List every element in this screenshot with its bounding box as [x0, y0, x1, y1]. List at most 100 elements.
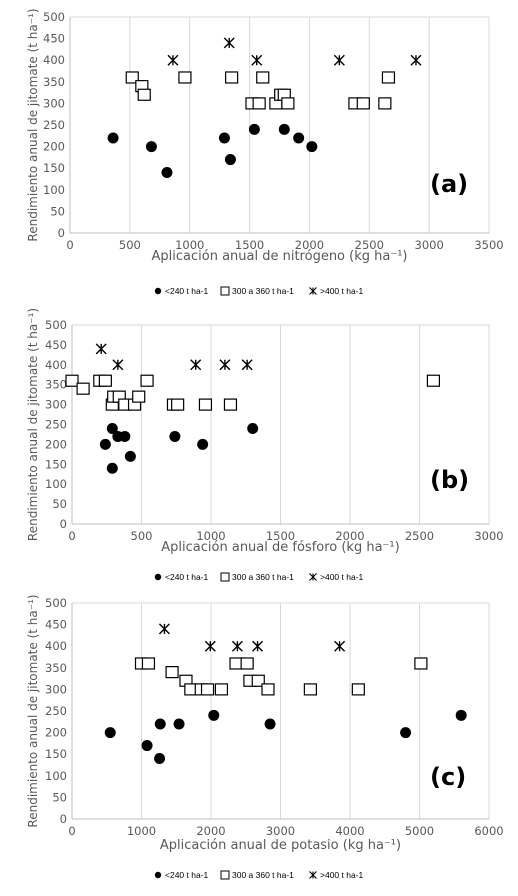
data-point [278, 123, 290, 135]
data-point [256, 71, 270, 84]
x-tick-label: 3000 [415, 238, 444, 252]
legend-label: <240 t ha-1 [165, 286, 209, 296]
x-tick-label: 1000 [127, 824, 156, 838]
x-tick-label: 0 [66, 238, 73, 252]
legend-label: >400 t ha-1 [320, 572, 364, 582]
series-0 [99, 422, 259, 474]
y-tick-label: 400 [45, 639, 67, 653]
x-tick-label: 1000 [175, 238, 204, 252]
data-point [264, 718, 276, 730]
x-axis-title: Aplicación anual de potasio (kg ha⁻¹) [160, 838, 401, 853]
legend-label: <240 t ha-1 [165, 572, 209, 582]
data-point [65, 374, 79, 387]
y-tick-label: 400 [45, 358, 67, 372]
data-point [218, 132, 230, 144]
data-point [171, 398, 185, 411]
data-point [251, 54, 263, 66]
series-0 [107, 123, 318, 179]
legend-marker [309, 871, 317, 879]
y-tick-label: 50 [50, 204, 65, 218]
data-point [198, 398, 213, 411]
x-tick-label: 2500 [355, 238, 384, 252]
data-point [251, 674, 265, 687]
legend-label: 300 a 360 t ha-1 [232, 870, 294, 880]
series-1 [125, 71, 396, 110]
data-point [261, 683, 275, 696]
data-point [455, 709, 467, 721]
x-tick-label: 2000 [295, 238, 324, 252]
y-tick-label: 350 [43, 75, 65, 89]
legend-marker [154, 287, 162, 295]
data-point [95, 343, 107, 355]
data-point [190, 359, 202, 371]
y-tick-label: 150 [45, 457, 67, 471]
data-point [141, 740, 153, 752]
data-point [225, 71, 239, 84]
y-tick-label: 0 [60, 812, 67, 826]
series-2 [95, 343, 253, 371]
data-point [229, 657, 243, 670]
chart-panel-c: 0 50 100 150 200 250 300 350 400 450 500 0 1000 2000 3… [0, 588, 518, 896]
data-point [414, 657, 428, 670]
data-point [356, 97, 370, 110]
panel-label: (b) [430, 466, 469, 494]
legend-label: <240 t ha-1 [165, 870, 209, 880]
x-tick-label: 0 [68, 529, 75, 543]
data-point [208, 709, 220, 721]
y-tick-label: 200 [43, 140, 65, 154]
data-point [400, 727, 412, 739]
data-point [178, 71, 192, 84]
y-tick-label: 0 [58, 226, 65, 240]
data-point [306, 141, 318, 153]
y-tick-label: 50 [52, 790, 67, 804]
data-point [112, 359, 124, 371]
data-point [154, 753, 166, 765]
y-tick-label: 250 [45, 418, 67, 432]
series-0 [104, 709, 467, 765]
data-point [107, 132, 119, 144]
y-tick-label: 200 [45, 437, 67, 451]
data-point [154, 718, 166, 730]
data-point [241, 359, 253, 371]
data-point [381, 71, 396, 84]
data-point [223, 37, 235, 49]
scatter-chart-phosphorus: 0 50 100 150 200 250 300 350 400 450 500 0 500 1000 15… [26, 308, 504, 582]
x-axis-title: Aplicación anual de fósforo (kg ha⁻¹) [161, 540, 399, 555]
data-point [334, 640, 346, 652]
y-axis-title: Rendimiento anual de jitomate (t ha⁻¹) [26, 594, 40, 827]
y-tick-label: 300 [45, 682, 67, 696]
y-tick-label: 150 [45, 747, 67, 761]
data-point [200, 683, 215, 696]
legend-label: >400 t ha-1 [320, 870, 364, 880]
data-point [252, 97, 266, 110]
y-tick-label: 100 [43, 183, 65, 197]
x-tick-label: 500 [119, 238, 141, 252]
x-axis-title: Aplicación anual de nitrógeno (kg ha⁻¹) [152, 249, 408, 264]
x-tick-label: 3000 [266, 824, 295, 838]
legend-marker [220, 286, 230, 296]
y-tick-label: 300 [43, 96, 65, 110]
data-point [119, 430, 131, 442]
data-point [167, 54, 179, 66]
data-point [247, 422, 259, 434]
data-point [378, 97, 392, 110]
series-1 [134, 657, 428, 696]
y-axis-title: Rendimiento anual de jitomate (t ha⁻¹) [26, 8, 40, 241]
data-point [303, 683, 317, 696]
y-tick-label: 350 [45, 378, 67, 392]
data-point [124, 450, 136, 462]
chart-panel-b: 0 50 100 150 200 250 300 350 400 450 500 0 500 1000 15… [0, 298, 518, 588]
scatter-chart-nitrogen: 0 50 100 150 200 250 300 350 400 450 500 0 500 1000 15… [26, 8, 504, 296]
x-tick-label: 4000 [335, 824, 364, 838]
legend-marker [309, 573, 317, 581]
y-tick-label: 500 [45, 596, 67, 610]
data-point [252, 640, 264, 652]
x-tick-label: 2000 [335, 529, 364, 543]
data-point [223, 398, 238, 411]
panel-label: (a) [430, 170, 468, 198]
data-point [204, 640, 216, 652]
x-tick-label: 0 [68, 824, 75, 838]
data-point [293, 132, 305, 144]
data-point [76, 382, 90, 395]
